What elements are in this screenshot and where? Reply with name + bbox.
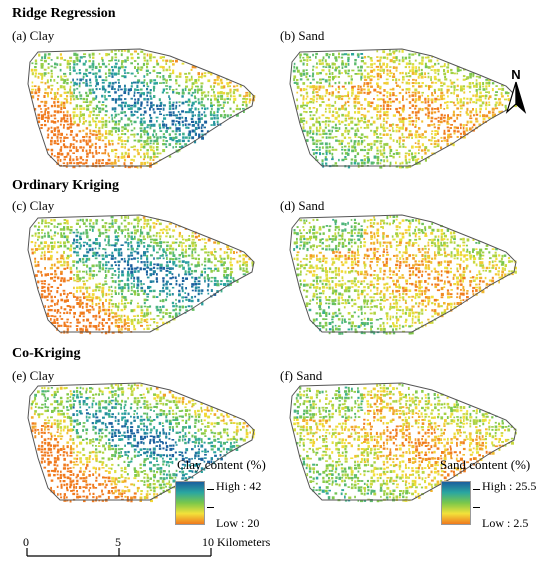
map-panel-f-sand	[289, 382, 517, 503]
map-raster-cells	[30, 49, 256, 169]
study-area-boundary	[27, 48, 255, 167]
panel-label-e: (e) Clay	[12, 368, 55, 383]
sand-legend-tick	[473, 489, 480, 490]
panel-label-f: (f) Sand	[280, 368, 323, 383]
study-area-boundary	[289, 382, 517, 501]
map-raster-cells	[30, 383, 256, 503]
map-raster-cells	[293, 215, 517, 335]
map-panel-c-clay	[27, 214, 255, 335]
map-raster-cells	[293, 383, 517, 503]
sand-legend-tick	[473, 507, 480, 508]
sand-legend-high: High : 25.5	[482, 479, 537, 493]
map-raster-cells	[292, 49, 517, 169]
section-title-co-kriging: Co-Kriging	[12, 346, 81, 361]
panel-label-a: (a) Clay	[12, 28, 55, 43]
clay-legend-title: Clay content (%)	[177, 457, 266, 472]
clay-legend-low: Low : 20	[216, 516, 260, 530]
map-panel-a-clay	[27, 48, 256, 169]
sand-legend-title: Sand content (%)	[440, 457, 531, 472]
scale-bar-label-0: 0	[23, 535, 29, 549]
panel-label-d: (d) Sand	[280, 198, 325, 213]
study-area-boundary	[27, 382, 255, 501]
panel-label-c: (c) Clay	[12, 198, 55, 213]
section-title-ridge-regression: Ridge Regression	[12, 6, 116, 21]
map-panel-d-sand	[289, 214, 517, 335]
section-title-ordinary-kriging: Ordinary Kriging	[12, 178, 119, 193]
map-raster-cells	[30, 215, 255, 335]
study-area-boundary	[289, 48, 517, 167]
clay-legend-color-ramp	[175, 481, 205, 525]
sand-legend-low: Low : 2.5	[482, 516, 529, 530]
scale-bar-label-10: 10 Kilometers	[202, 535, 271, 549]
map-panel-b-sand	[289, 48, 517, 169]
study-area-boundary	[289, 214, 517, 333]
sand-legend-color-ramp	[441, 481, 471, 525]
panel-label-b: (b) Sand	[280, 28, 325, 43]
scale-bar-label-5: 5	[115, 535, 121, 549]
map-panel-e-clay	[27, 382, 256, 503]
north-arrow-label: N	[511, 67, 520, 82]
clay-legend-high: High : 42	[216, 479, 262, 493]
study-area-boundary	[27, 214, 255, 333]
clay-legend-tick	[207, 507, 214, 508]
clay-legend-tick	[207, 489, 214, 490]
north-arrow-icon: N	[505, 67, 527, 114]
